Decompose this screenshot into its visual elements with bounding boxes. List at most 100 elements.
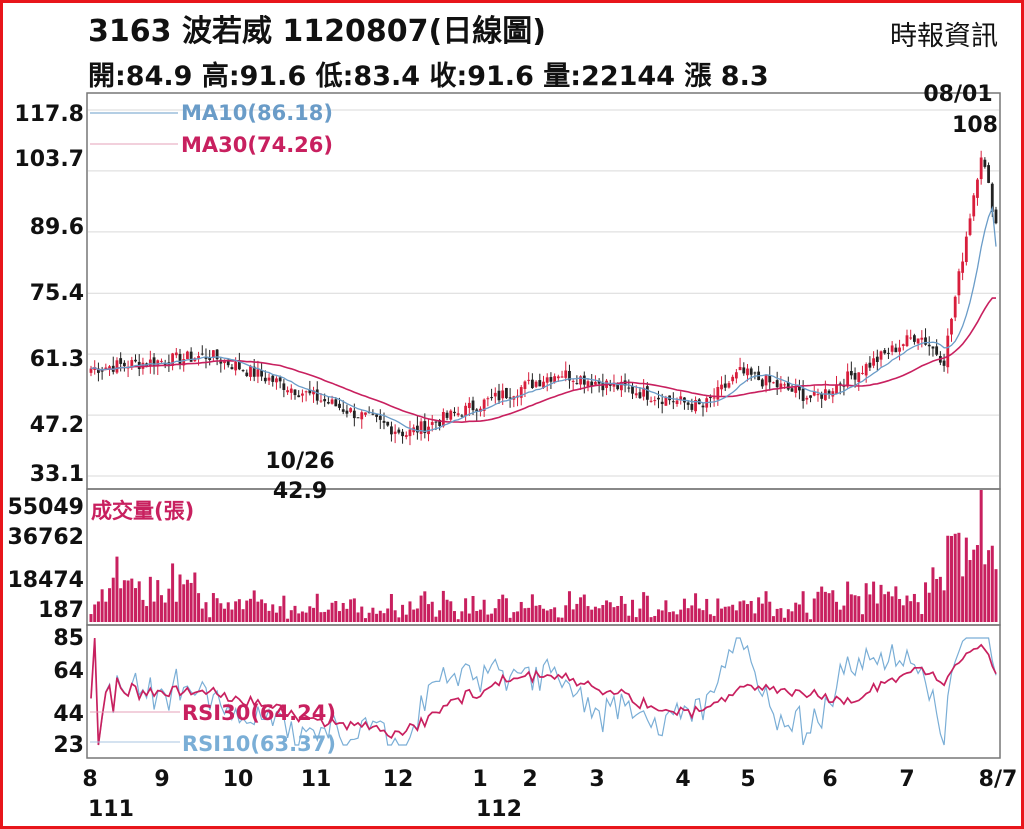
volume-bar bbox=[961, 576, 965, 622]
candle-body bbox=[864, 364, 868, 376]
candle-body bbox=[178, 353, 182, 364]
candle-body bbox=[638, 392, 642, 399]
volume-bar bbox=[953, 533, 957, 622]
candle-body bbox=[634, 393, 638, 396]
volume-bar bbox=[134, 588, 138, 622]
volume-bar bbox=[794, 602, 798, 622]
candle-body bbox=[408, 429, 412, 437]
volume-bar bbox=[386, 608, 390, 622]
candle-body bbox=[456, 413, 460, 416]
volume-bar bbox=[905, 595, 909, 622]
candle-body bbox=[297, 395, 301, 398]
volume-bar bbox=[211, 593, 215, 622]
candle-body bbox=[964, 236, 968, 263]
volume-bar bbox=[553, 607, 557, 622]
candle-body bbox=[820, 393, 824, 399]
volume-bar bbox=[408, 601, 412, 622]
candle-body bbox=[434, 421, 438, 423]
candle-body bbox=[330, 399, 334, 404]
volume-bar bbox=[334, 601, 338, 622]
candle-body bbox=[657, 397, 660, 400]
volume-bar bbox=[927, 592, 931, 622]
volume-bar bbox=[96, 601, 100, 622]
volume-bar bbox=[504, 598, 508, 622]
volume-bar bbox=[860, 614, 864, 622]
volume-bar bbox=[248, 598, 252, 622]
y-tick: 187 bbox=[38, 598, 84, 623]
candle-body bbox=[768, 375, 772, 383]
volume-title: 成交量(張) bbox=[91, 499, 194, 523]
candle-body bbox=[709, 397, 712, 399]
volume-bar bbox=[597, 608, 601, 622]
candle-body bbox=[189, 351, 193, 362]
volume-bar bbox=[705, 598, 709, 622]
volume-bar bbox=[223, 608, 227, 622]
year-label: 111 bbox=[88, 797, 134, 822]
candle-body bbox=[160, 360, 163, 362]
volume-bar bbox=[801, 591, 805, 622]
volume-bar bbox=[145, 606, 149, 622]
volume-bar bbox=[768, 601, 772, 622]
candle-body bbox=[252, 366, 256, 377]
candle-body bbox=[352, 410, 356, 419]
candle-body bbox=[89, 368, 93, 373]
candle-body bbox=[441, 412, 445, 427]
candle-body bbox=[356, 417, 360, 419]
volume-bar bbox=[119, 588, 123, 622]
volume-bar bbox=[682, 598, 686, 622]
ma30-line bbox=[90, 297, 996, 424]
volume-bar bbox=[304, 612, 308, 622]
candle-body bbox=[241, 370, 245, 372]
candle-body bbox=[267, 377, 271, 381]
candle-body bbox=[849, 370, 853, 376]
candle-body bbox=[508, 397, 512, 399]
candle-body bbox=[846, 371, 850, 387]
candle-body bbox=[438, 420, 442, 426]
candle-body bbox=[664, 397, 668, 406]
volume-bar bbox=[916, 602, 920, 622]
candle-body bbox=[100, 370, 104, 372]
volume-bar bbox=[846, 581, 850, 622]
candle-body bbox=[976, 179, 979, 198]
volume-bar bbox=[219, 603, 223, 622]
volume-bar bbox=[901, 605, 905, 622]
volume-panel bbox=[86, 488, 1001, 626]
candle-body bbox=[237, 361, 241, 370]
candle-body bbox=[505, 387, 508, 399]
volume-bar bbox=[108, 588, 112, 622]
candle-body bbox=[894, 347, 898, 353]
candle-body bbox=[204, 356, 208, 359]
y-tick: 75.4 bbox=[30, 281, 84, 306]
candle-body bbox=[301, 393, 304, 396]
volume-bar bbox=[757, 597, 761, 622]
candle-body bbox=[619, 381, 623, 391]
x-tick: 3 bbox=[589, 767, 604, 792]
ma10-line bbox=[90, 205, 997, 433]
volume-bar bbox=[645, 595, 649, 622]
y-tick: 44 bbox=[53, 702, 84, 727]
volume-bar bbox=[271, 604, 275, 622]
volume-bar bbox=[634, 617, 638, 622]
volume-bar bbox=[215, 598, 219, 622]
volume-bar bbox=[308, 606, 312, 622]
volume-bar bbox=[723, 606, 727, 622]
volume-bar bbox=[805, 612, 809, 622]
volume-bar bbox=[375, 613, 379, 622]
volume-bar bbox=[178, 574, 182, 622]
x-tick: 6 bbox=[822, 767, 837, 792]
volume-bar bbox=[627, 615, 631, 622]
candle-body bbox=[653, 400, 657, 402]
volume-bar bbox=[393, 610, 397, 622]
candle-body bbox=[842, 385, 846, 387]
volume-bar bbox=[586, 606, 590, 622]
volume-bar bbox=[720, 608, 724, 622]
x-axis-labels: 8 9 10 11 12 1 2 3 4 5 6 7 8/7 111 112 bbox=[82, 767, 1017, 822]
volume-bar bbox=[690, 605, 694, 622]
x-tick: 4 bbox=[675, 767, 690, 792]
candle-body bbox=[538, 380, 542, 387]
volume-bar bbox=[445, 599, 449, 622]
candle-body bbox=[486, 398, 490, 400]
volume-bar bbox=[189, 582, 193, 622]
candle-body bbox=[990, 183, 994, 213]
volume-bar bbox=[226, 602, 230, 622]
